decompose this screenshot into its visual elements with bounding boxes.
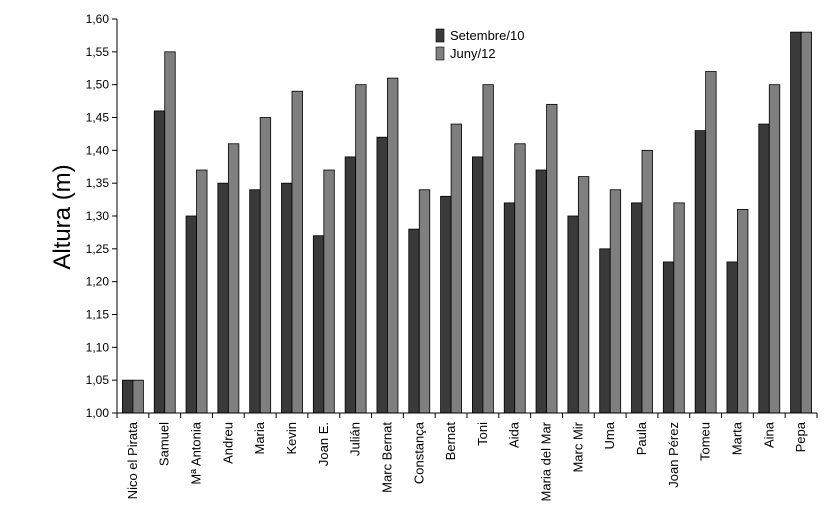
y-tick-label: 1,35 — [86, 176, 110, 190]
x-tick-label: Pepa — [793, 421, 808, 452]
x-tick-label: Julián — [348, 422, 363, 456]
bar-juny-10 — [450, 123, 462, 414]
legend-label-setembre: Setembre/10 — [450, 28, 524, 43]
bar-juny-8 — [387, 77, 399, 414]
bar-juny-2 — [196, 169, 208, 414]
bar-setembre-3 — [217, 182, 229, 414]
bars-layer — [122, 31, 812, 414]
y-tick-label: 1,60 — [86, 12, 110, 26]
bar-juny-11 — [482, 84, 494, 414]
x-tick-label: Aida — [507, 421, 522, 448]
x-tick-label: Marc Bernat — [379, 422, 394, 493]
x-tick-label: Marc Mir — [570, 421, 585, 472]
x-tick-label: Joan E. — [316, 422, 331, 466]
bar-juny-0 — [132, 379, 144, 414]
bar-setembre-11 — [472, 156, 484, 414]
bar-setembre-8 — [376, 136, 388, 414]
y-tick-label: 1,30 — [86, 209, 110, 223]
y-tick-label: 1,45 — [86, 111, 110, 125]
x-tick-label: Uma — [602, 421, 617, 449]
bar-juny-14 — [577, 176, 590, 414]
bar-setembre-1 — [153, 110, 166, 414]
bar-juny-17 — [673, 202, 685, 414]
x-tick-label: Nico el Pirata — [125, 421, 140, 499]
x-ticks-layer: Nico el Pirata Samuel Mª Antonia Andreu Mari… — [116, 413, 818, 501]
bar-setembre-10 — [440, 195, 452, 414]
bar-juny-6 — [323, 169, 335, 414]
x-tick-label: Mª Antonia — [189, 421, 204, 484]
x-tick-label: Maria — [252, 421, 267, 454]
x-tick-label: Maria del Mar — [539, 421, 554, 501]
bar-juny-21 — [800, 31, 812, 414]
bar-juny-19 — [737, 209, 749, 414]
x-tick-label: Marta — [729, 421, 744, 455]
x-tick-label: Aina — [761, 421, 776, 448]
legend-swatch-setembre — [435, 28, 445, 43]
y-axis-title: Altura (m) — [49, 164, 76, 269]
bar-juny-1 — [164, 51, 176, 414]
bar-setembre-21 — [790, 31, 802, 414]
bar-setembre-4 — [249, 189, 261, 414]
bar-juny-3 — [227, 143, 240, 414]
y-tick-label: 1,00 — [86, 406, 110, 420]
bar-juny-12 — [514, 143, 526, 414]
bar-juny-20 — [768, 84, 781, 414]
x-tick-label: Joan Pérez — [666, 422, 681, 488]
bar-juny-9 — [418, 189, 431, 414]
x-tick-label: Bernat — [443, 422, 458, 461]
bar-setembre-5 — [281, 182, 293, 414]
x-tick-label: Tomeu — [698, 422, 713, 461]
x-tick-label: Toni — [475, 422, 490, 446]
bar-juny-18 — [705, 71, 717, 414]
bar-setembre-14 — [567, 215, 579, 414]
y-tick-label: 1,50 — [86, 78, 110, 92]
x-tick-label: Kevin — [284, 422, 299, 455]
bar-juny-7 — [355, 84, 367, 414]
bar-juny-4 — [259, 117, 272, 414]
x-tick-label: Constança — [411, 421, 426, 484]
bar-setembre-20 — [758, 123, 770, 414]
x-tick-label: Andreu — [220, 422, 235, 464]
bar-setembre-9 — [408, 228, 420, 414]
bar-setembre-17 — [662, 261, 675, 414]
y-tick-label: 1,05 — [86, 373, 110, 387]
bar-setembre-16 — [631, 202, 643, 414]
bar-setembre-13 — [535, 169, 547, 414]
bar-setembre-18 — [694, 130, 707, 414]
y-ticks-layer: 1,00 1,05 1,10 1,15 1,20 1,25 1,30 1,35 1,40 1,45… — [86, 12, 117, 420]
bar-setembre-2 — [185, 215, 197, 414]
y-tick-label: 1,25 — [86, 242, 110, 256]
y-tick-label: 1,10 — [86, 340, 110, 354]
x-tick-label: Samuel — [157, 422, 172, 466]
x-tick-label: Paula — [634, 421, 649, 455]
bar-juny-13 — [546, 103, 558, 414]
bar-setembre-0 — [122, 379, 134, 414]
y-tick-label: 1,20 — [86, 275, 110, 289]
bar-setembre-15 — [599, 248, 611, 414]
bar-setembre-6 — [312, 235, 325, 414]
bar-setembre-19 — [726, 261, 738, 414]
bar-juny-5 — [291, 90, 303, 414]
bar-juny-16 — [641, 149, 653, 414]
y-tick-label: 1,40 — [86, 143, 110, 157]
bar-setembre-7 — [344, 156, 357, 414]
bar-setembre-12 — [503, 202, 516, 414]
y-tick-label: 1,15 — [86, 308, 110, 322]
legend-swatch-juny — [435, 46, 445, 61]
y-tick-label: 1,55 — [86, 45, 110, 59]
legend: Setembre/10 Juny/12 — [435, 28, 524, 61]
bar-juny-15 — [609, 189, 622, 414]
legend-label-juny: Juny/12 — [450, 46, 496, 61]
